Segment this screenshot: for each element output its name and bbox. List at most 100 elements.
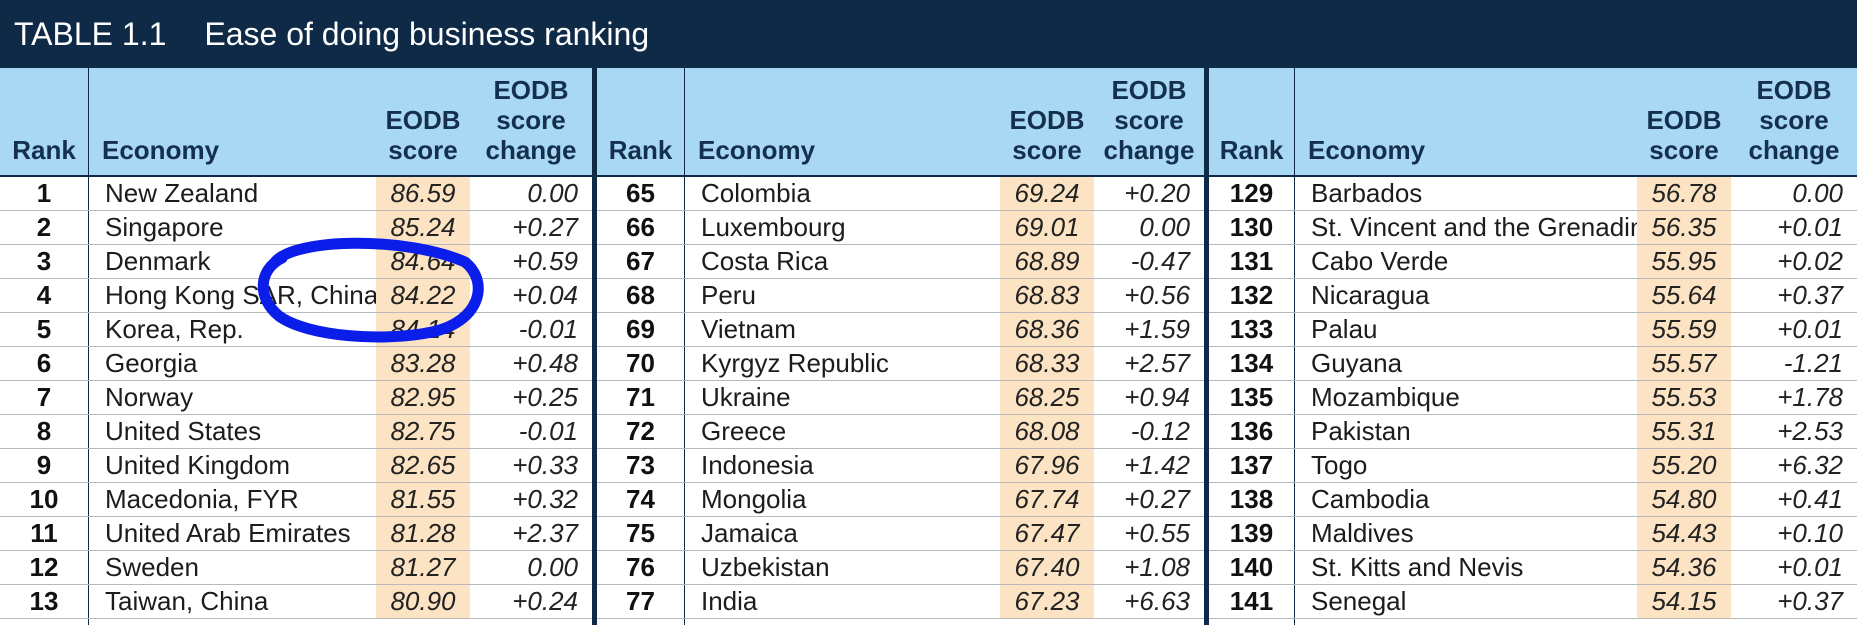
column-header-label-line: EODB xyxy=(385,105,461,135)
score-change-cell: +2.57 xyxy=(1124,348,1190,378)
economy-cell: Uzbekistan xyxy=(701,552,830,582)
column-header-eodb-score: EODB score xyxy=(376,68,470,175)
column-header-label-line: change xyxy=(1103,135,1195,165)
eodb-score-cell: 81.55 xyxy=(376,483,470,516)
economy-cell: Cabo Verde xyxy=(1311,246,1449,276)
score-change-cell: 0.00 xyxy=(1139,212,1190,242)
rank-cell: 135 xyxy=(1229,382,1274,412)
score-change-cell: -0.01 xyxy=(518,416,578,446)
score-change-cell: +1.78 xyxy=(1777,382,1843,412)
eodb-score-cell: 56.78 xyxy=(1637,177,1731,210)
eodb-score-cell: 67.96 xyxy=(1000,449,1094,482)
eodb-score-cell: 54.80 xyxy=(1637,483,1731,516)
score-change-cell: +1.59 xyxy=(1124,314,1190,344)
column-header-label-line: score xyxy=(1012,135,1082,165)
column-header-label-line: score xyxy=(1649,135,1719,165)
column-header-label: Economy xyxy=(698,135,816,165)
rank-cell: 71 xyxy=(626,382,655,412)
economy-cell: Korea, Rep. xyxy=(105,314,244,344)
score-change-cell: +0.01 xyxy=(1777,212,1843,242)
economy-cell: Kyrgyz Republic xyxy=(701,348,889,378)
economy-cell: Georgia xyxy=(105,348,198,378)
rank-cell: 136 xyxy=(1229,416,1274,446)
column-header-label-line: EODB xyxy=(1646,105,1722,135)
column-header-label-line: score xyxy=(1759,105,1829,135)
score-change-cell: +0.41 xyxy=(1777,484,1843,514)
eodb-score-cell: 54.43 xyxy=(1637,517,1731,550)
eodb-score-cell: 55.59 xyxy=(1637,313,1731,346)
column-header-economy: Economy xyxy=(1294,68,1649,175)
column-header-rank: Rank xyxy=(0,68,88,175)
column-header-row: Rank Economy EODB score EODB score change xyxy=(1209,68,1857,177)
table-row: 10 Macedonia, FYR 81.55 +0.32 xyxy=(0,483,592,517)
table-panel: Rank Economy EODB score EODB score change 1 New … xyxy=(0,68,592,625)
economy-cell: India xyxy=(701,586,758,616)
rank-cell: 9 xyxy=(36,450,52,480)
eodb-score-cell: 68.08 xyxy=(1000,415,1094,448)
score-change-cell: +0.20 xyxy=(1124,178,1190,208)
rank-cell: 13 xyxy=(29,586,59,616)
economy-cell: Taiwan, China xyxy=(105,586,269,616)
rank-cell: 72 xyxy=(626,416,655,446)
rank-cell: 129 xyxy=(1229,178,1274,208)
economy-cell: Costa Rica xyxy=(701,246,829,276)
score-change-cell: 0.00 xyxy=(1792,178,1843,208)
rank-cell: 6 xyxy=(36,348,52,378)
table-row: 6 Georgia 83.28 +0.48 xyxy=(0,347,592,381)
column-header-eodb-score: EODB score xyxy=(1637,68,1731,175)
economy-cell: Jamaica xyxy=(701,518,798,548)
table-row: 137 Togo 55.20 +6.32 xyxy=(1209,449,1857,483)
column-header-label: Rank xyxy=(1219,135,1284,165)
economy-cell: Luxembourg xyxy=(701,212,846,242)
score-change-cell: -0.01 xyxy=(518,314,578,344)
score-change-cell: -1.21 xyxy=(1783,348,1843,378)
economy-cell: Senegal xyxy=(1311,586,1407,616)
table-row: 133 Palau 55.59 +0.01 xyxy=(1209,313,1857,347)
column-header-label-line: EODB xyxy=(493,75,569,105)
table-panel: Rank Economy EODB score EODB score change 65 Col… xyxy=(597,68,1204,625)
rank-cell: 141 xyxy=(1229,586,1274,616)
eodb-score-cell: 55.64 xyxy=(1637,279,1731,312)
eodb-score-cell: 68.83 xyxy=(1000,279,1094,312)
score-change-cell: +0.27 xyxy=(1124,484,1190,514)
table-row: 2 Singapore 85.24 +0.27 xyxy=(0,211,592,245)
table-row: 65 Colombia 69.24 +0.20 xyxy=(597,177,1204,211)
eodb-score-cell: 68.33 xyxy=(1000,347,1094,380)
rank-cell: 132 xyxy=(1229,280,1274,310)
rank-cell: 7 xyxy=(36,382,52,412)
column-header-row: Rank Economy EODB score EODB score change xyxy=(0,68,592,177)
rank-cell: 8 xyxy=(36,416,52,446)
economy-cell: Denmark xyxy=(105,246,211,276)
rank-cell: 10 xyxy=(29,484,59,514)
economy-cell: Maldives xyxy=(1311,518,1414,548)
table-row: 77 India 67.23 +6.63 xyxy=(597,585,1204,619)
economy-cell: Vietnam xyxy=(701,314,796,344)
rank-cell: 65 xyxy=(626,178,655,208)
score-change-cell: +0.37 xyxy=(1777,280,1843,310)
table-panel: Rank Economy EODB score EODB score change 129 Ba… xyxy=(1209,68,1857,625)
economy-cell: Singapore xyxy=(105,212,224,242)
table-row: 141 Senegal 54.15 +0.37 xyxy=(1209,585,1857,619)
table-row: 72 Greece 68.08 -0.12 xyxy=(597,415,1204,449)
economy-cell: Ukraine xyxy=(701,382,791,412)
eodb-score-cell: 86.59 xyxy=(376,177,470,210)
rank-cell: 77 xyxy=(626,586,655,616)
table-row: 132 Nicaragua 55.64 +0.37 xyxy=(1209,279,1857,313)
table-row: 67 Costa Rica 68.89 -0.47 xyxy=(597,245,1204,279)
score-change-cell: +0.24 xyxy=(512,586,578,616)
table-row: 68 Peru 68.83 +0.56 xyxy=(597,279,1204,313)
economy-cell: Mozambique xyxy=(1311,382,1460,412)
economy-cell: Macedonia, FYR xyxy=(105,484,299,514)
economy-cell: Guyana xyxy=(1311,348,1403,378)
eodb-score-cell: 67.40 xyxy=(1000,551,1094,584)
economy-cell: Hong Kong SAR, China xyxy=(105,280,379,310)
rank-cell: 137 xyxy=(1229,450,1274,480)
column-header-row: Rank Economy EODB score EODB score change xyxy=(597,68,1204,177)
table-row: 74 Mongolia 67.74 +0.27 xyxy=(597,483,1204,517)
rank-cell: 73 xyxy=(626,450,655,480)
economy-cell: Togo xyxy=(1311,450,1368,480)
column-header-eodb-score-change: EODB score change xyxy=(1731,68,1857,175)
table-title-bar: TABLE 1.1 Ease of doing business ranking xyxy=(0,0,1857,68)
eodb-score-cell: 85.24 xyxy=(376,211,470,244)
table-row: 136 Pakistan 55.31 +2.53 xyxy=(1209,415,1857,449)
